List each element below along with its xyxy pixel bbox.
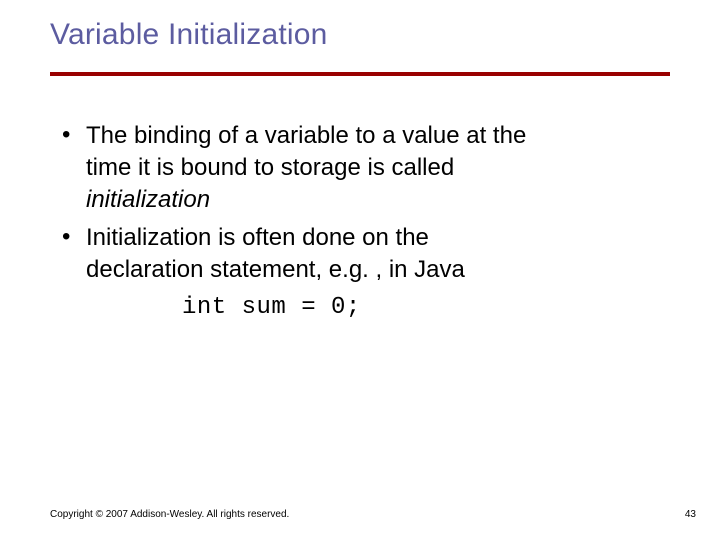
slide-title: Variable Initialization <box>50 18 328 52</box>
copyright-footer: Copyright © 2007 Addison-Wesley. All rig… <box>50 509 289 520</box>
slide-body: • The binding of a variable to a value a… <box>62 120 667 324</box>
bullet-line: Initialization is often done on the <box>86 224 429 251</box>
bullet-dot-icon: • <box>62 222 76 252</box>
bullet-line: time it is bound to storage is called <box>86 154 454 181</box>
slide: Variable Initialization • The binding of… <box>0 0 720 540</box>
bullet-item: • The binding of a variable to a value a… <box>62 120 667 216</box>
bullet-line: The binding of a variable to a value at … <box>86 122 526 149</box>
page-number: 43 <box>685 509 696 520</box>
title-underline-rule <box>50 72 670 76</box>
bullet-text: Initialization is often done on the decl… <box>86 222 465 286</box>
bullet-dot-icon: • <box>62 120 76 150</box>
bullet-line: declaration statement, e.g. , in Java <box>86 256 465 283</box>
bullet-line-italic: initialization <box>86 186 210 213</box>
bullet-item: • Initialization is often done on the de… <box>62 222 667 286</box>
code-example: int sum = 0; <box>182 292 667 324</box>
bullet-text: The binding of a variable to a value at … <box>86 120 526 216</box>
